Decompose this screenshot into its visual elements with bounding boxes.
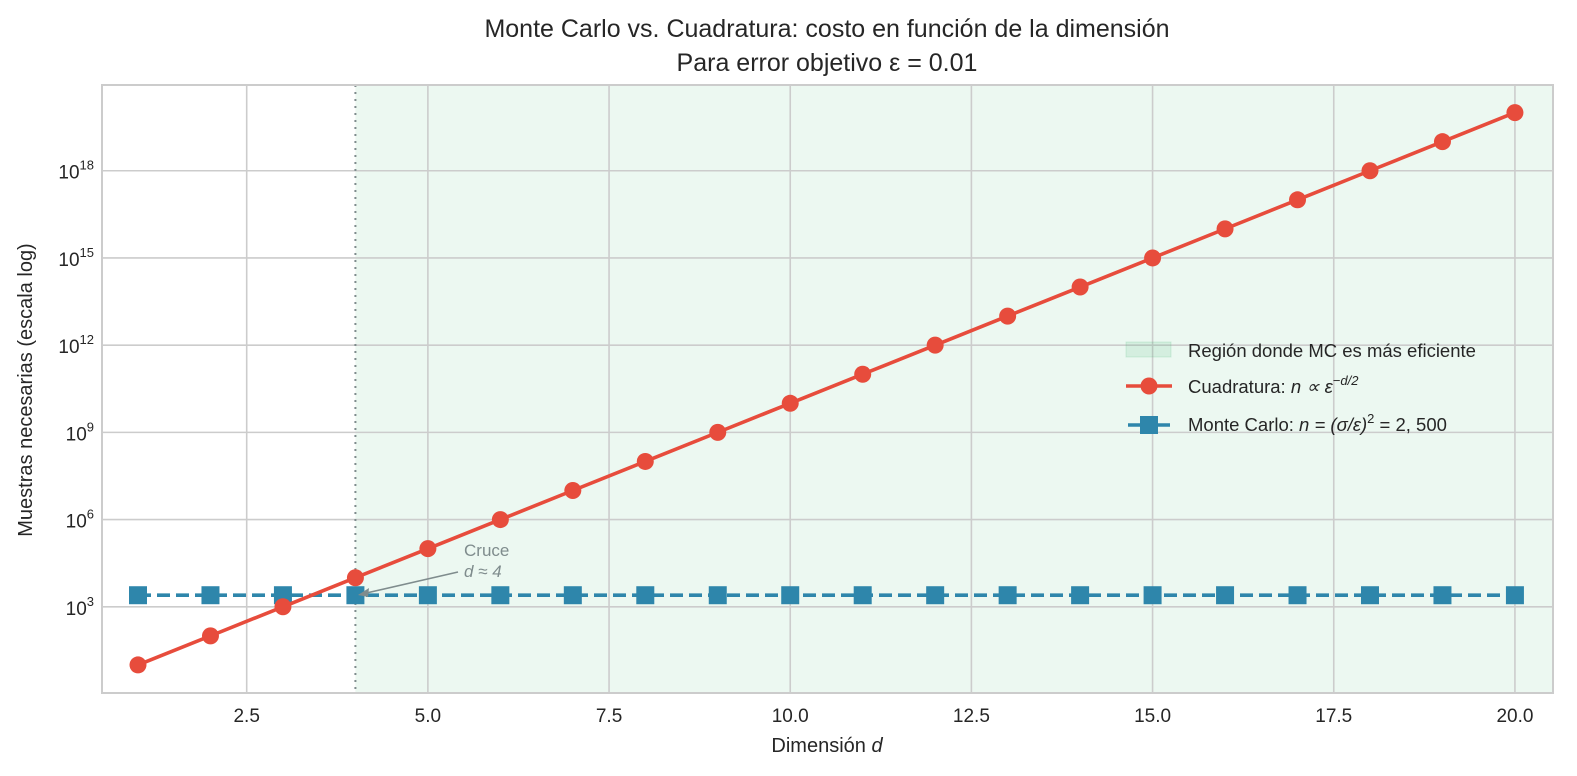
cuadratura-circle-marker — [1506, 104, 1524, 122]
legend-circle-marker-icon — [1140, 377, 1158, 395]
x-tick-label: 17.5 — [1315, 706, 1352, 727]
cuadratura-circle-marker — [1289, 191, 1307, 209]
cuadratura-circle-marker — [201, 627, 219, 645]
y-tick-labels: 103 106 109 1012 1015 1018 — [58, 158, 94, 620]
x-tick-label: 12.5 — [953, 706, 990, 727]
mc-square-marker — [1143, 586, 1162, 605]
mc-square-marker — [853, 586, 872, 605]
legend-label-cuadratura: Cuadratura: n ∝ ε−d/2 — [1188, 373, 1359, 397]
x-tick-label: 2.5 — [233, 706, 259, 727]
mc-square-marker — [346, 586, 365, 605]
y-tick-label: 1015 — [58, 245, 94, 271]
mc-square-marker — [1433, 586, 1452, 605]
chart-title: Monte Carlo vs. Cuadratura: costo en fun… — [484, 15, 1169, 43]
x-tick-label: 7.5 — [596, 706, 622, 727]
cuadratura-circle-marker — [781, 394, 799, 412]
mc-square-marker — [1360, 586, 1379, 605]
mc-square-marker — [781, 586, 800, 605]
annotation-line1: Cruce — [464, 541, 509, 560]
x-tick-label: 5.0 — [415, 706, 441, 727]
y-tick-label: 103 — [66, 594, 94, 620]
mc-square-marker — [563, 586, 582, 605]
cuadratura-circle-marker — [274, 598, 292, 616]
annotation-arrow-icon — [358, 588, 369, 597]
cuadratura-circle-marker — [709, 423, 727, 441]
x-tick-labels: 2.5 5.0 7.5 10.0 12.5 15.0 17.5 20.0 — [233, 706, 1533, 727]
x-tick-label: 15.0 — [1134, 706, 1171, 727]
axes-frame — [101, 84, 1554, 694]
legend-label-montecarlo: Monte Carlo: n = (σ/ε)2 = 2, 500 — [1188, 411, 1447, 435]
cuadratura-circle-marker — [999, 307, 1017, 325]
cuadratura-circle-marker — [1216, 220, 1234, 238]
cuadratura-circle-marker — [1433, 133, 1451, 151]
chart-subtitle: Para error objetivo ε = 0.01 — [677, 49, 978, 77]
mc-square-marker — [491, 586, 510, 605]
cuadratura-circle-marker — [419, 540, 437, 558]
x-tick-label: 20.0 — [1496, 706, 1533, 727]
legend-square-marker-icon — [1140, 416, 1158, 434]
x-axis-label: Dimensión d — [771, 735, 883, 757]
mc-square-marker — [201, 586, 220, 605]
y-axis-label: Muestras necesarias (escala log) — [15, 243, 37, 536]
mc-square-marker — [1505, 586, 1524, 605]
mc-square-marker — [1288, 586, 1307, 605]
cuadratura-circle-marker — [636, 452, 654, 470]
mc-square-marker — [926, 586, 945, 605]
mc-square-marker — [708, 586, 727, 605]
series-cuadratura — [129, 104, 1524, 674]
y-tick-label: 1012 — [58, 332, 94, 358]
cuadratura-circle-marker — [854, 365, 872, 383]
crossover-annotation: Cruce d ≈ 4 — [358, 541, 509, 597]
cuadratura-circle-marker — [346, 569, 364, 587]
legend-patch-region — [1125, 341, 1172, 358]
annotation-arrow-line — [361, 571, 459, 595]
mc-efficient-region — [355, 85, 1553, 693]
y-tick-label: 109 — [66, 419, 94, 445]
cuadratura-circle-marker — [1071, 278, 1089, 296]
mc-square-marker — [998, 586, 1017, 605]
x-tick-label: 10.0 — [772, 706, 809, 727]
mc-square-marker — [636, 586, 655, 605]
cuadratura-circle-marker — [926, 336, 944, 354]
annotation-line2: d ≈ 4 — [464, 562, 502, 581]
cuadratura-circle-marker — [1361, 162, 1379, 180]
cuadratura-circle-marker — [491, 511, 509, 529]
cuadratura-circle-marker — [129, 656, 147, 674]
cuadratura-line — [137, 110, 1516, 667]
mc-square-marker — [129, 586, 147, 605]
mc-square-marker — [1071, 586, 1090, 605]
mc-square-marker — [418, 586, 437, 605]
legend-label-region: Región donde MC es más eficiente — [1188, 340, 1476, 361]
legend: Región donde MC es más eficiente Cuadrat… — [1125, 340, 1476, 435]
cuadratura-circle-marker — [1144, 249, 1162, 267]
y-tick-label: 1018 — [58, 158, 94, 184]
cuadratura-circle-marker — [564, 482, 582, 500]
y-tick-label: 106 — [66, 507, 94, 533]
mc-square-marker — [1216, 586, 1235, 605]
